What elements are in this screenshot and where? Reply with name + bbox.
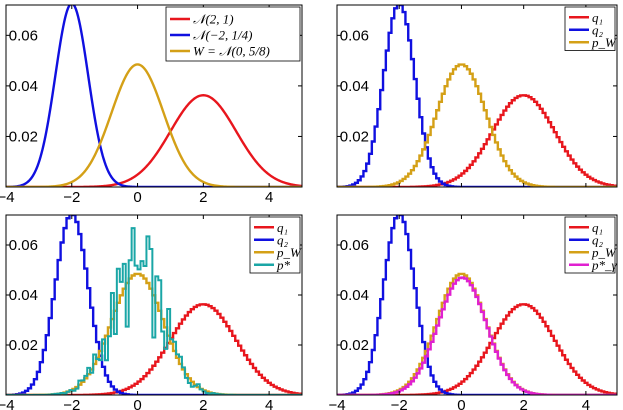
x-tick-label: 2 [199,189,207,206]
legend-label: q₁ [592,10,603,25]
legend-label: p_W [591,245,617,260]
legend-label: 𝒩(2, 1) [193,12,234,27]
y-tick-label: 0.04 [340,78,369,95]
y-tick-label: 0.04 [9,287,38,304]
series-line-2 [337,5,617,187]
x-tick-label: −2 [63,189,80,206]
y-tick-label: 0.06 [9,27,38,44]
x-tick-label: 4 [582,397,590,410]
y-tick-label: 0.02 [9,337,38,354]
y-tick-label: 0.04 [9,78,38,95]
y-tick-label: 0.06 [340,27,369,44]
x-tick-label: 0 [133,189,141,206]
axes-frame [5,4,303,188]
y-tick-label: 0.02 [340,337,369,354]
axes-frame [336,214,618,396]
legend-label: p*_γ [591,257,618,272]
x-tick-label: −4 [0,189,15,206]
x-tick-label: −4 [328,397,345,410]
legend-label: p* [276,257,291,272]
y-tick-label: 0.02 [340,128,369,145]
chart-panel-1: −4 −2 0 2 4 0.02 0.04 0.06 𝒩(2, 1)𝒩(−2, 1/4)W = … [0,4,303,206]
legend-label: q₁ [277,220,288,235]
axes-frame [5,214,303,396]
axes-frame [336,4,618,188]
series-line-3 [6,63,302,187]
series-line-2 [6,5,302,187]
x-tick-label: 4 [265,189,273,206]
legend-label: W = 𝒩(0, 5/8) [193,44,270,59]
x-tick-label: −2 [391,397,408,410]
legend-label: p_W [276,245,302,260]
legend-label: 𝒩(−2, 1/4) [193,28,253,43]
legend-label: q₁ [592,220,603,235]
legend: 𝒩(2, 1)𝒩(−2, 1/4)W = 𝒩(0, 5/8) [165,6,301,62]
x-tick-label: 4 [265,397,273,410]
x-tick-label: −4 [0,397,15,410]
legend-label: q₂ [277,232,289,247]
y-tick-label: 0.04 [340,287,369,304]
legend-label: p_W [591,35,617,50]
legend-label: q₂ [592,22,604,37]
y-tick-label: 0.06 [9,237,38,254]
x-tick-label: 2 [519,397,527,410]
x-tick-label: 0 [457,397,465,410]
series-line-2 [337,215,617,395]
legend-label: q₂ [592,232,604,247]
y-tick-label: 0.02 [9,128,38,145]
y-tick-label: 0.06 [340,237,369,254]
series-line-2 [6,215,302,395]
x-tick-label: −2 [63,397,80,410]
series-line-1 [6,94,302,187]
x-tick-label: 2 [199,397,207,410]
x-tick-label: 0 [133,397,141,410]
